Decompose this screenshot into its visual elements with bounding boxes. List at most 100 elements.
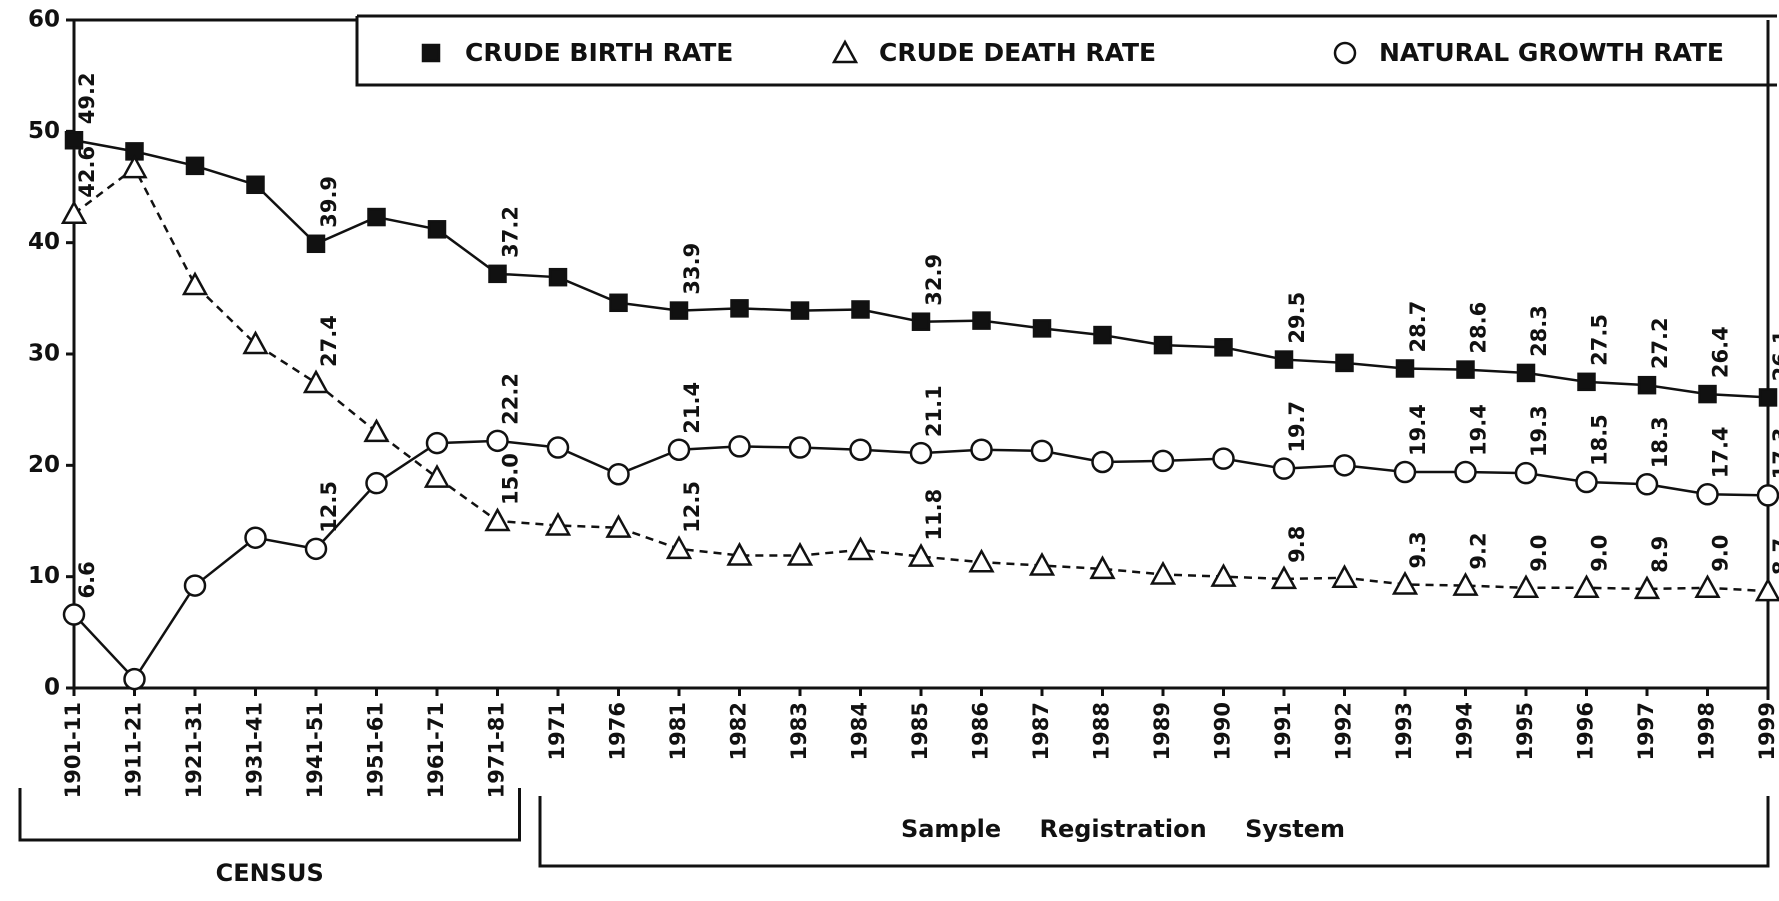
- data-label: 19.3: [1527, 405, 1551, 457]
- data-point: [669, 301, 689, 320]
- data-point: [1210, 563, 1237, 587]
- data-label: 22.2: [499, 373, 523, 425]
- data-point: [968, 548, 995, 573]
- data-label: 37.2: [499, 206, 523, 258]
- data-point: [1454, 460, 1477, 484]
- x-tick-label: 1982: [727, 702, 751, 760]
- data-point: [484, 507, 511, 532]
- x-tick-label: 1931-41: [243, 702, 267, 798]
- x-tick-label: 1989: [1150, 702, 1174, 760]
- annotation: Sample Registration System: [901, 815, 1345, 843]
- data-point: [1575, 470, 1598, 494]
- data-point: [667, 438, 691, 461]
- data-label: 29.5: [1285, 292, 1309, 344]
- census-bracket: [18, 788, 521, 842]
- data-point: [1696, 483, 1719, 506]
- data-label: 9.0: [1588, 535, 1612, 572]
- data-label: 17.4: [1709, 426, 1733, 478]
- data-point: [730, 299, 749, 318]
- data-point: [363, 418, 390, 443]
- data-label: 12.5: [680, 481, 704, 533]
- data-point: [726, 541, 753, 566]
- data-point: [1093, 325, 1112, 345]
- data-point: [847, 536, 874, 561]
- x-tick-label: 1983: [787, 702, 811, 760]
- data-label: 18.3: [1648, 416, 1672, 468]
- data-point: [60, 200, 88, 224]
- data-label: 18.5: [1588, 414, 1612, 466]
- legend-label: NATURAL GROWTH RATE: [1379, 38, 1724, 67]
- data-point: [1214, 338, 1233, 357]
- x-tick-label: 1992: [1332, 702, 1356, 760]
- data-point: [1635, 473, 1659, 496]
- series-line: [73, 166, 1769, 593]
- data-point: [427, 220, 447, 239]
- data-label: 32.9: [922, 254, 946, 306]
- y-tick-label: 0: [44, 675, 60, 701]
- data-point: [970, 438, 993, 461]
- data-point: [1633, 575, 1661, 600]
- data-point: [244, 526, 267, 549]
- data-point: [1456, 360, 1475, 379]
- x-tick-label: 1971: [545, 702, 569, 760]
- data-point: [1028, 551, 1056, 576]
- data-label: 28.7: [1406, 301, 1430, 353]
- data-point: [64, 130, 84, 150]
- x-tick-label: 1993: [1392, 702, 1416, 760]
- data-label: 26.1: [1769, 330, 1779, 382]
- data-point: [181, 271, 209, 296]
- x-tick-label: 1981: [666, 702, 690, 760]
- data-label: 49.2: [75, 72, 99, 124]
- data-point: [1153, 335, 1173, 355]
- data-point: [306, 234, 326, 254]
- data-point: [1032, 319, 1052, 338]
- data-point: [1089, 555, 1116, 580]
- data-point: [1698, 384, 1717, 404]
- data-point: [788, 436, 812, 459]
- data-point: [1754, 577, 1779, 602]
- data-label: 27.2: [1648, 317, 1672, 369]
- data-point: [1091, 450, 1114, 474]
- data-point: [1270, 565, 1298, 590]
- x-tick-label: 1901-11: [61, 702, 85, 798]
- data-point: [121, 154, 148, 179]
- data-point: [1333, 454, 1356, 477]
- data-label: 9.2: [1467, 532, 1491, 569]
- data-point: [1694, 574, 1721, 599]
- data-point: [851, 300, 870, 319]
- data-label: 9.0: [1527, 535, 1551, 572]
- data-point: [242, 330, 269, 355]
- data-point: [1452, 571, 1479, 596]
- data-label: 9.8: [1285, 526, 1309, 563]
- data-point: [423, 463, 451, 488]
- x-tick-label: 1990: [1211, 702, 1235, 760]
- data-point: [728, 435, 751, 458]
- data-point: [1149, 560, 1177, 585]
- data-label: 27.5: [1588, 314, 1612, 366]
- y-tick-label: 40: [28, 229, 60, 255]
- data-point: [1514, 461, 1538, 485]
- data-point: [607, 462, 630, 486]
- legend-marker: [1333, 41, 1357, 65]
- data-point: [546, 436, 570, 459]
- data-label: 19.7: [1285, 401, 1309, 453]
- y-tick-label: 10: [28, 563, 60, 589]
- data-point: [1395, 359, 1415, 378]
- x-tick-label: 1985: [908, 702, 932, 760]
- data-point: [790, 301, 810, 320]
- data-point: [909, 441, 933, 465]
- data-point: [544, 511, 572, 536]
- data-point: [246, 175, 265, 195]
- data-point: [365, 471, 388, 495]
- data-point: [183, 574, 207, 597]
- data-point: [1272, 457, 1296, 480]
- data-point: [1335, 353, 1354, 373]
- annotation: CENSUS: [216, 859, 324, 887]
- data-label: 6.6: [75, 561, 99, 598]
- data-point: [605, 514, 632, 538]
- data-point: [849, 438, 872, 461]
- x-tick-label: 1988: [1090, 702, 1114, 760]
- data-point: [786, 541, 814, 566]
- data-point: [1212, 447, 1235, 470]
- data-point: [488, 264, 507, 284]
